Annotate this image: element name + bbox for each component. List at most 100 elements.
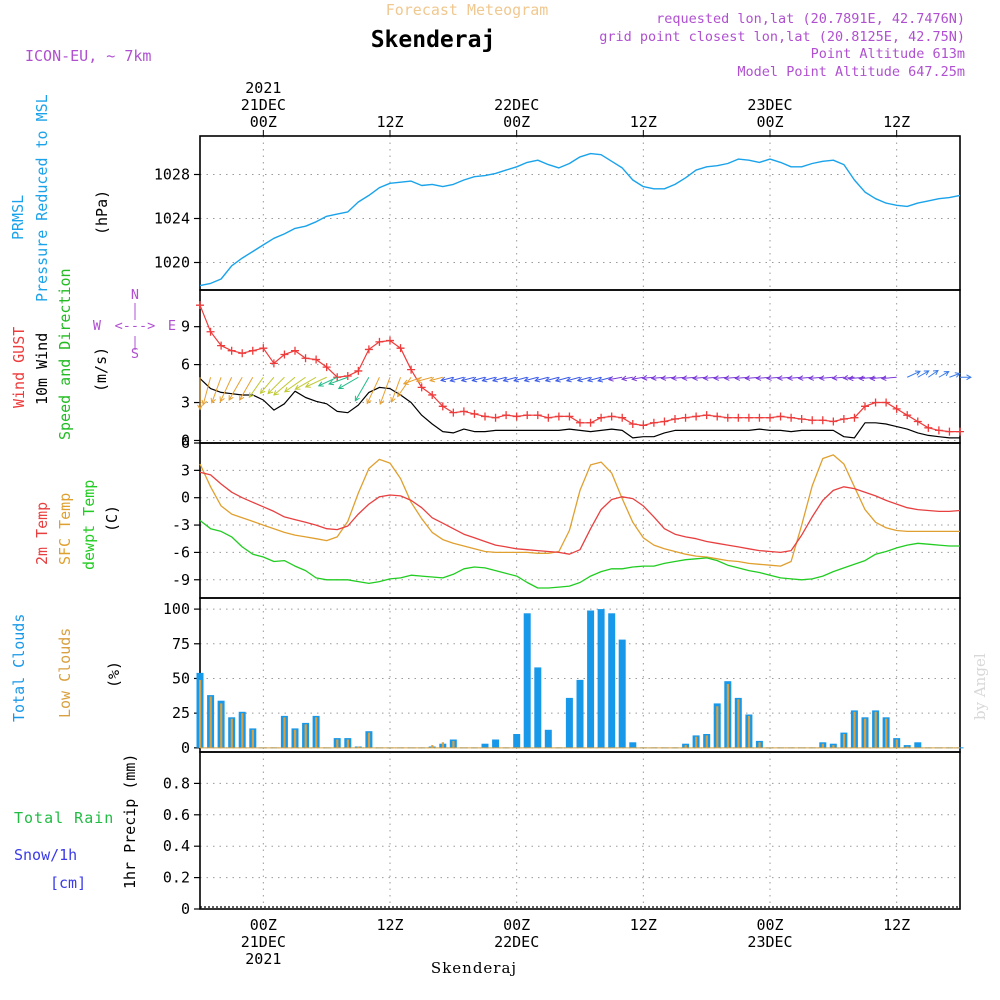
gust-marker — [481, 412, 489, 421]
total-cloud-bar — [523, 613, 531, 748]
time-axis-label: 00Z — [503, 113, 530, 131]
wind-arrow — [197, 377, 203, 411]
time-axis-label: 2021 — [245, 950, 281, 968]
wind-arrow-head — [858, 375, 865, 382]
wind-arrow-head — [440, 376, 447, 383]
compass-s: S — [131, 346, 139, 362]
time-axis-label: 12Z — [883, 916, 910, 934]
wind-arrow-shaft — [555, 376, 570, 382]
sfc-temp-line — [199, 454, 960, 567]
wind-arrow — [449, 376, 465, 383]
y-tick-label: 6 — [181, 356, 190, 374]
wind-arrow-shaft — [284, 376, 306, 393]
wind-arrow-head — [880, 375, 887, 382]
low-cloud-bar — [294, 729, 297, 748]
gust-marker — [945, 427, 954, 436]
gust-marker — [903, 411, 912, 420]
low-cloud-bar — [821, 743, 824, 748]
model-label: ICON-EU, ~ 7km — [25, 47, 151, 65]
low-cloud-bar — [864, 718, 867, 748]
wind-arrow-head — [354, 395, 360, 402]
wind-arrow-shaft — [267, 376, 285, 394]
time-axis-label: 12Z — [376, 113, 403, 131]
wind-arrow-shaft — [832, 376, 844, 379]
snow-unit-label: [cm] — [50, 874, 86, 892]
wind-arrow — [267, 376, 285, 395]
wind-arrow-head — [923, 370, 930, 376]
time-axis-label: 12Z — [630, 916, 657, 934]
wind-arrow — [440, 376, 454, 383]
gust-marker — [301, 354, 310, 363]
wind-arrow-head — [565, 376, 572, 383]
wind-arrow-shaft — [416, 376, 433, 382]
wind-arrow-shaft — [492, 376, 507, 382]
wind-arrow — [228, 376, 243, 401]
wind-arrow-head — [481, 376, 488, 383]
wind-arrow — [949, 372, 961, 378]
gust-marker — [491, 413, 500, 422]
wind-arrow — [938, 371, 950, 378]
wind-arrow-shaft — [219, 377, 233, 402]
gust-marker — [407, 365, 416, 374]
wind-arrow-head — [797, 375, 804, 381]
wind-arrow — [259, 376, 275, 394]
wind-arrow — [847, 375, 866, 382]
footer-location: Skenderaj — [431, 959, 517, 977]
wind-arrow-head — [787, 375, 793, 381]
low-cloud-bar — [304, 724, 307, 748]
wind-arrow-head — [534, 376, 541, 383]
wind-arrow — [283, 376, 306, 393]
gust-marker — [259, 344, 268, 353]
panel-frame — [199, 135, 961, 291]
y-tick-label: 1024 — [154, 210, 190, 228]
gust-marker — [375, 337, 384, 346]
total-cloud-bar — [544, 729, 552, 748]
gust-marker — [913, 417, 922, 426]
wind-arrow — [576, 376, 591, 383]
low-cloud-bar — [853, 711, 856, 748]
wind-arrow — [481, 376, 496, 383]
total-cloud-bar — [597, 609, 605, 748]
gust-marker — [681, 413, 690, 422]
wind-arrow-head — [755, 375, 762, 381]
wind-arrow-shaft — [566, 376, 581, 382]
y-tick-label: 75 — [172, 635, 190, 653]
wind-arrow-head — [713, 375, 720, 381]
wind-arrow-shaft — [273, 376, 296, 396]
y-tick-label: 0 — [181, 900, 190, 918]
wind-arrow — [928, 369, 939, 378]
gust-marker — [618, 413, 627, 422]
grid-point-coords: grid point closest lon,lat (20.8125E, 42… — [599, 29, 965, 45]
wind-arrow-shaft — [354, 376, 370, 401]
gust-marker — [956, 427, 964, 436]
pressure-label-msl: Pressure Reduced to MSL — [33, 94, 51, 302]
gust-marker — [554, 412, 563, 421]
wind-arrow-head — [631, 375, 638, 382]
wind-arrow-head — [366, 398, 372, 405]
wind-arrow-shaft — [928, 370, 939, 378]
wind-arrow — [328, 376, 348, 386]
low-cloud-bar — [367, 732, 371, 748]
wind-arrow — [880, 375, 897, 382]
wind-arrow — [565, 376, 581, 383]
wind-arrow-head — [273, 390, 279, 396]
wind-arrow-head — [621, 375, 627, 382]
low-cloud-bar — [906, 746, 909, 748]
gust-marker — [839, 414, 848, 423]
compass-we: <---> — [115, 318, 156, 334]
y-tick-label: 9 — [181, 318, 190, 336]
wind-arrow-head — [449, 377, 456, 383]
gust-marker — [502, 411, 511, 420]
watermark: by Angel — [971, 653, 989, 720]
low-cloud-bar — [747, 715, 751, 748]
pressure-panel: 1020 1024 1028 — [154, 135, 961, 291]
wind-arrow-head — [201, 399, 208, 406]
wind-arrow-head — [248, 392, 255, 399]
low-cloud-bar — [241, 713, 244, 748]
wind-arrow-shaft — [379, 377, 391, 405]
wind-arrow-shaft — [403, 376, 422, 385]
rain-label: Total Rain — [14, 809, 114, 827]
wind-arrow-head — [267, 388, 274, 395]
